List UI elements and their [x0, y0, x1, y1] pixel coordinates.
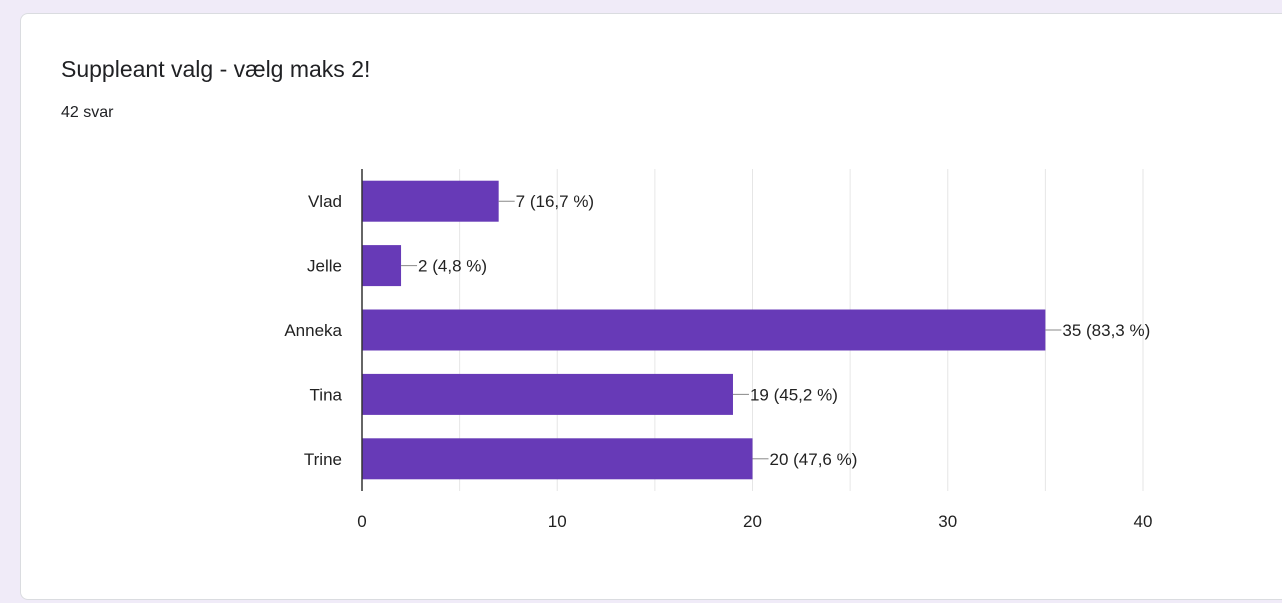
data-label: 20 (47,6 %): [770, 450, 858, 469]
bar-tina: [362, 373, 733, 415]
response-count: 42 svar: [61, 104, 114, 121]
data-label: 19 (45,2 %): [750, 385, 838, 404]
category-label: Jelle: [307, 257, 342, 276]
question-title: Suppleant valg - vælg maks 2!: [61, 56, 371, 82]
bar-chart: 0 10 20 30 40 Vlad 7 (16,7 %) Jelle 2 (4,8 %) Ann…: [284, 169, 1153, 531]
bar-anneka: [362, 309, 1046, 351]
category-label: Tina: [310, 385, 343, 404]
data-label: 7 (16,7 %): [516, 192, 594, 211]
question-summary-card: Suppleant valg - vælg maks 2! 42 svar 0 1…: [20, 13, 1282, 600]
x-tick-label: 0: [357, 512, 366, 531]
x-tick-label: 30: [938, 512, 957, 531]
bar-vlad: [362, 180, 499, 222]
category-label: Trine: [304, 450, 342, 469]
data-label: 35 (83,3 %): [1062, 321, 1150, 340]
data-label: 2 (4,8 %): [418, 257, 487, 276]
x-tick-label: 40: [1134, 512, 1153, 531]
x-tick-label: 20: [743, 512, 762, 531]
bar-jelle: [362, 245, 402, 287]
category-label: Vlad: [308, 192, 342, 211]
x-tick-label: 10: [548, 512, 567, 531]
bar-trine: [362, 438, 753, 480]
category-label: Anneka: [284, 321, 342, 340]
